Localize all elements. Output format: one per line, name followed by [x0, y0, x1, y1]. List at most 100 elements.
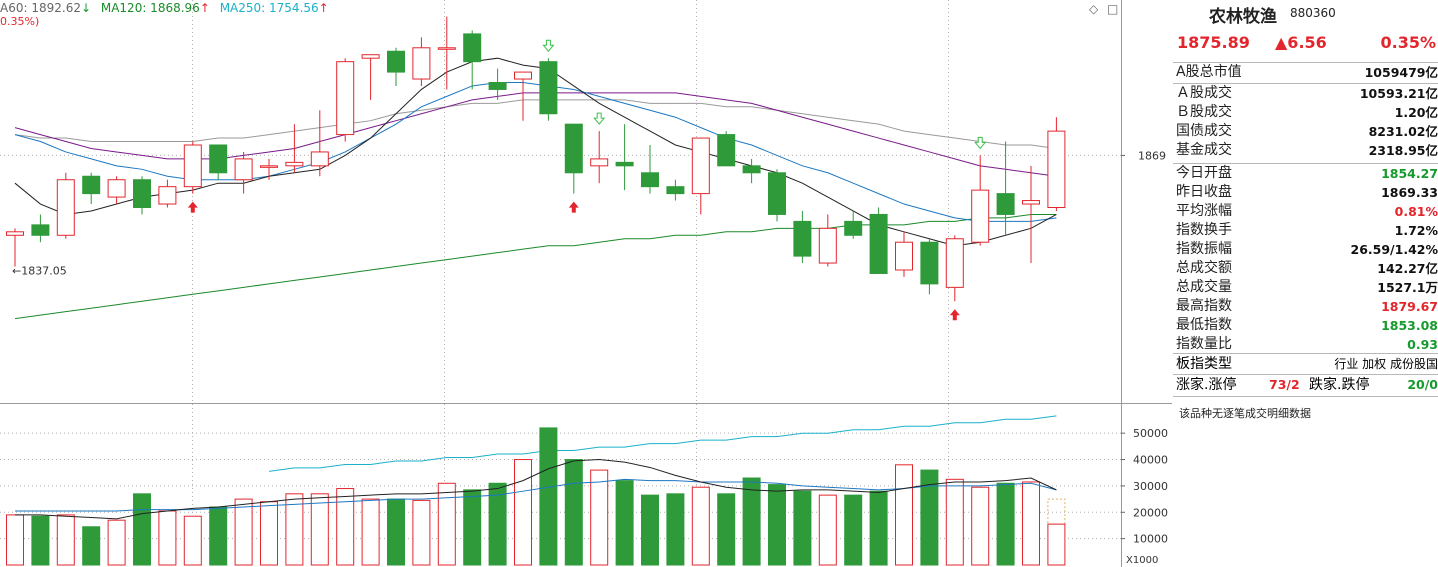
volume-bar — [285, 493, 304, 566]
volume-bar — [793, 490, 812, 566]
stat-value: 1.72% — [1394, 223, 1438, 238]
stat-label: 最低指数 — [1176, 317, 1232, 333]
sell-signal-arrow-icon — [593, 112, 606, 125]
volume-bar — [82, 526, 101, 566]
ma-change-text: 0.35%) — [0, 15, 40, 28]
candle — [183, 144, 202, 188]
diamond-icon[interactable]: ◇ — [1089, 2, 1099, 16]
stat-value: 1854.27 — [1381, 166, 1438, 181]
volume-bar — [641, 494, 659, 566]
stat-value: 1853.08 — [1381, 318, 1438, 333]
ma250-value: MA250: 1754.56 — [219, 1, 319, 15]
volume-bar — [1047, 523, 1066, 566]
candle — [844, 220, 863, 236]
stat-value: 0.93 — [1407, 337, 1438, 352]
ma120-arrow: ↑ — [199, 1, 210, 15]
candle — [869, 213, 888, 274]
volume-bar — [437, 482, 456, 566]
volume-forecast-bar — [1047, 498, 1066, 525]
stat-row: Ａ股成交 10593.21亿 — [1173, 84, 1438, 103]
volume-tick-label: 20000 — [1133, 506, 1168, 519]
candle — [514, 71, 532, 80]
volume-bar — [564, 459, 583, 566]
limit-down-value: 20/0 — [1407, 377, 1438, 392]
ma-purple-line — [14, 92, 1057, 177]
volume-ma-short-line — [15, 459, 1057, 520]
volume-bar — [488, 482, 507, 566]
volume-bar — [6, 514, 24, 566]
candle — [971, 189, 990, 243]
candle — [234, 158, 253, 181]
stat-row: Ｂ股成交 1.20亿 — [1173, 103, 1438, 122]
stat-value: 26.59/1.42% — [1350, 242, 1438, 257]
stat-label: 总成交额 — [1176, 260, 1232, 276]
volume-bar — [361, 498, 380, 566]
candle — [945, 238, 964, 288]
stat-label: 昨日收盘 — [1176, 184, 1232, 200]
kline-chart[interactable]: 1869 50000 40000 30000 20000 10000 X1000 ←1837.… — [0, 0, 1172, 567]
volume-bar — [310, 493, 329, 566]
divider — [1173, 163, 1438, 164]
stat-row: A股总市值 1059479亿 — [1173, 63, 1438, 82]
buy-signal-arrow-icon — [568, 201, 579, 213]
volume-bar — [666, 493, 685, 566]
volume-bar — [412, 499, 431, 566]
stat-label: 基金成交 — [1176, 142, 1232, 158]
stat-value: 0.81% — [1394, 204, 1438, 219]
candle — [1022, 200, 1040, 205]
volume-bar — [590, 469, 609, 566]
candle — [818, 227, 837, 264]
ma60-legend: A60: 1892.62↓ — [0, 1, 91, 15]
candle — [793, 220, 812, 257]
ma250-arrow: ↑ — [318, 1, 329, 15]
divider — [1173, 353, 1438, 354]
candle — [488, 82, 507, 90]
volume-bar — [387, 498, 405, 566]
ma-legend: A60: 1892.62↓ MA120: 1868.96↑ MA250: 175… — [0, 0, 335, 16]
stat-row: 指数量比 0.93 — [1173, 335, 1438, 354]
ma250-line — [268, 415, 1057, 472]
volume-unit-label: X1000 — [1126, 555, 1158, 566]
candle — [742, 165, 761, 174]
volume-bar — [31, 515, 50, 566]
limit-up-label: 涨家.涨停 — [1176, 377, 1237, 393]
candle — [387, 50, 405, 73]
volume-bar — [768, 484, 786, 566]
stat-value: 1527.1万 — [1377, 280, 1438, 295]
ma60-arrow: ↓ — [80, 1, 92, 15]
stat-label: Ｂ股成交 — [1176, 104, 1232, 120]
volume-bar — [691, 486, 710, 566]
volume-bar — [234, 498, 253, 566]
chart-area[interactable]: 1869 50000 40000 30000 20000 10000 X1000 ←1837.… — [0, 0, 1172, 567]
low-price-label: ←1837.05 — [12, 265, 67, 278]
quote-row: 1875.89 ▲6.56 0.35% — [1173, 30, 1438, 56]
stat-value: 1059479亿 — [1364, 65, 1438, 80]
stat-label: Ａ股成交 — [1176, 85, 1232, 101]
ma120-value: MA120: 1868.96 — [100, 1, 200, 15]
volume-bar — [818, 494, 837, 566]
candle — [1047, 130, 1066, 208]
stat-row: 基金成交 2318.95亿 — [1173, 141, 1438, 160]
candle — [768, 172, 786, 215]
candle — [285, 161, 304, 167]
candle — [6, 231, 24, 236]
limit-down-label: 跌家.跌停 — [1309, 377, 1370, 393]
volume-bar — [107, 519, 126, 566]
index-name: 农林牧渔 — [1209, 7, 1277, 27]
candle — [56, 179, 75, 236]
stat-label: 今日开盘 — [1176, 165, 1232, 181]
candle — [31, 224, 50, 236]
limit-up-value: 73/2 — [1269, 377, 1300, 392]
candle — [412, 47, 431, 80]
candle — [590, 158, 609, 167]
ma-gray-line — [14, 99, 1057, 149]
volume-tick-label: 10000 — [1133, 533, 1168, 546]
price-change: ▲6.56 — [1275, 33, 1327, 52]
square-icon[interactable]: □ — [1107, 2, 1119, 16]
volume-bar — [971, 486, 990, 566]
stat-value: 1.20亿 — [1394, 105, 1438, 120]
buy-signal-arrow-icon — [949, 309, 960, 321]
volume-bar — [895, 464, 913, 566]
stat-label: 平均涨幅 — [1176, 203, 1232, 219]
candle — [260, 165, 278, 168]
